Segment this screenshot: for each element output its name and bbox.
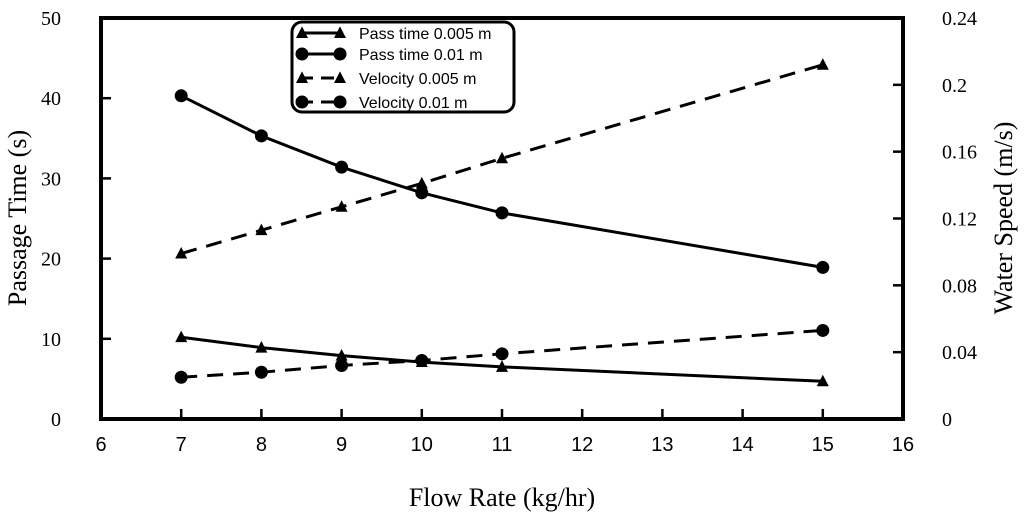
- y-right-tick-label: 0.04: [942, 342, 977, 364]
- x-tick-label: 13: [651, 434, 673, 456]
- y-right-axis-label: Water Speed (m/s): [989, 122, 1018, 315]
- legend-marker: [296, 71, 308, 83]
- x-tick-label: 12: [571, 434, 593, 456]
- series-line: [180, 94, 824, 269]
- legend: Pass time 0.005 m Pass time 0.01 m Velocit…: [290, 20, 516, 114]
- x-tick-label: 11: [492, 434, 513, 456]
- legend-box: [290, 20, 516, 114]
- x-axis-label: Flow Rate (kg/hr): [409, 483, 595, 512]
- data-point: [335, 359, 349, 373]
- y-right-tick-label: 0: [942, 409, 952, 431]
- data-point: [816, 374, 829, 387]
- data-point: [255, 223, 268, 236]
- x-tick-label: 10: [411, 434, 433, 456]
- data-point: [415, 354, 429, 368]
- x-tick-label: 16: [892, 434, 914, 456]
- x-tick-label: 6: [95, 434, 106, 456]
- y-left-tick-label: 50: [41, 8, 61, 30]
- x-tick-label: 14: [731, 434, 753, 456]
- legend-marker: [333, 95, 347, 109]
- x-tick-label: 15: [812, 434, 834, 456]
- data-point: [255, 341, 268, 353]
- legend-label: Velocity 0.005 m: [359, 71, 476, 88]
- y-left-tick-label: 10: [41, 329, 61, 351]
- series-layer: [174, 58, 830, 387]
- data-point: [415, 186, 429, 200]
- legend-marker: [334, 26, 346, 38]
- legend-marker: [295, 95, 309, 109]
- data-point: [816, 58, 829, 70]
- series-circle-solid-1: [174, 89, 830, 274]
- legend-label: Velocity 0.01 m: [359, 95, 468, 112]
- y-left-tick-label: 0: [51, 409, 61, 431]
- data-point: [495, 347, 509, 361]
- x-tick-label: 8: [256, 434, 267, 456]
- data-point: [335, 349, 348, 361]
- legend-marker: [333, 47, 347, 61]
- series-triangle-solid-0: [175, 330, 829, 387]
- data-point: [175, 246, 188, 259]
- data-point: [816, 323, 830, 337]
- ticks: 6 7 8 9 10 11 12 13 14 15 16 0 10 20 30 40 50 0 0.04 0.08 0.…: [41, 8, 977, 456]
- y-left-tick-label: 30: [41, 168, 61, 190]
- y-right-tick-label: 0.2: [942, 75, 967, 97]
- data-point: [254, 129, 268, 143]
- data-point: [174, 89, 188, 103]
- y-left-axis-label: Passage Time (s): [3, 130, 32, 306]
- series-line: [181, 328, 823, 379]
- series-line: [181, 335, 823, 383]
- x-tick-label: 9: [336, 434, 347, 456]
- data-point: [335, 160, 349, 174]
- legend-marker: [334, 71, 346, 83]
- y-right-tick-label: 0.16: [942, 142, 977, 164]
- data-point: [496, 360, 508, 372]
- legend-marker: [296, 26, 308, 38]
- y-right-tick-label: 0.12: [942, 209, 977, 231]
- data-point: [335, 200, 348, 212]
- series-triangle-dashed-2: [175, 58, 829, 259]
- series-circle-dashed-3: [174, 323, 830, 384]
- series-line: [180, 63, 824, 256]
- legend-label: Pass time 0.01 m: [359, 47, 483, 64]
- data-point: [415, 176, 428, 189]
- data-point: [496, 151, 508, 164]
- legend-label: Pass time 0.005 m: [359, 26, 492, 43]
- data-point: [174, 370, 188, 384]
- x-tick-label: 7: [176, 434, 187, 456]
- y-right-tick-label: 0.08: [942, 275, 977, 297]
- y-left-tick-label: 20: [41, 249, 61, 271]
- data-point: [175, 330, 188, 343]
- data-point: [816, 260, 830, 274]
- legend-marker: [295, 47, 309, 61]
- y-right-tick-label: 0.24: [942, 8, 977, 30]
- data-point: [254, 365, 268, 379]
- data-point: [495, 206, 509, 220]
- y-left-tick-label: 40: [41, 88, 61, 110]
